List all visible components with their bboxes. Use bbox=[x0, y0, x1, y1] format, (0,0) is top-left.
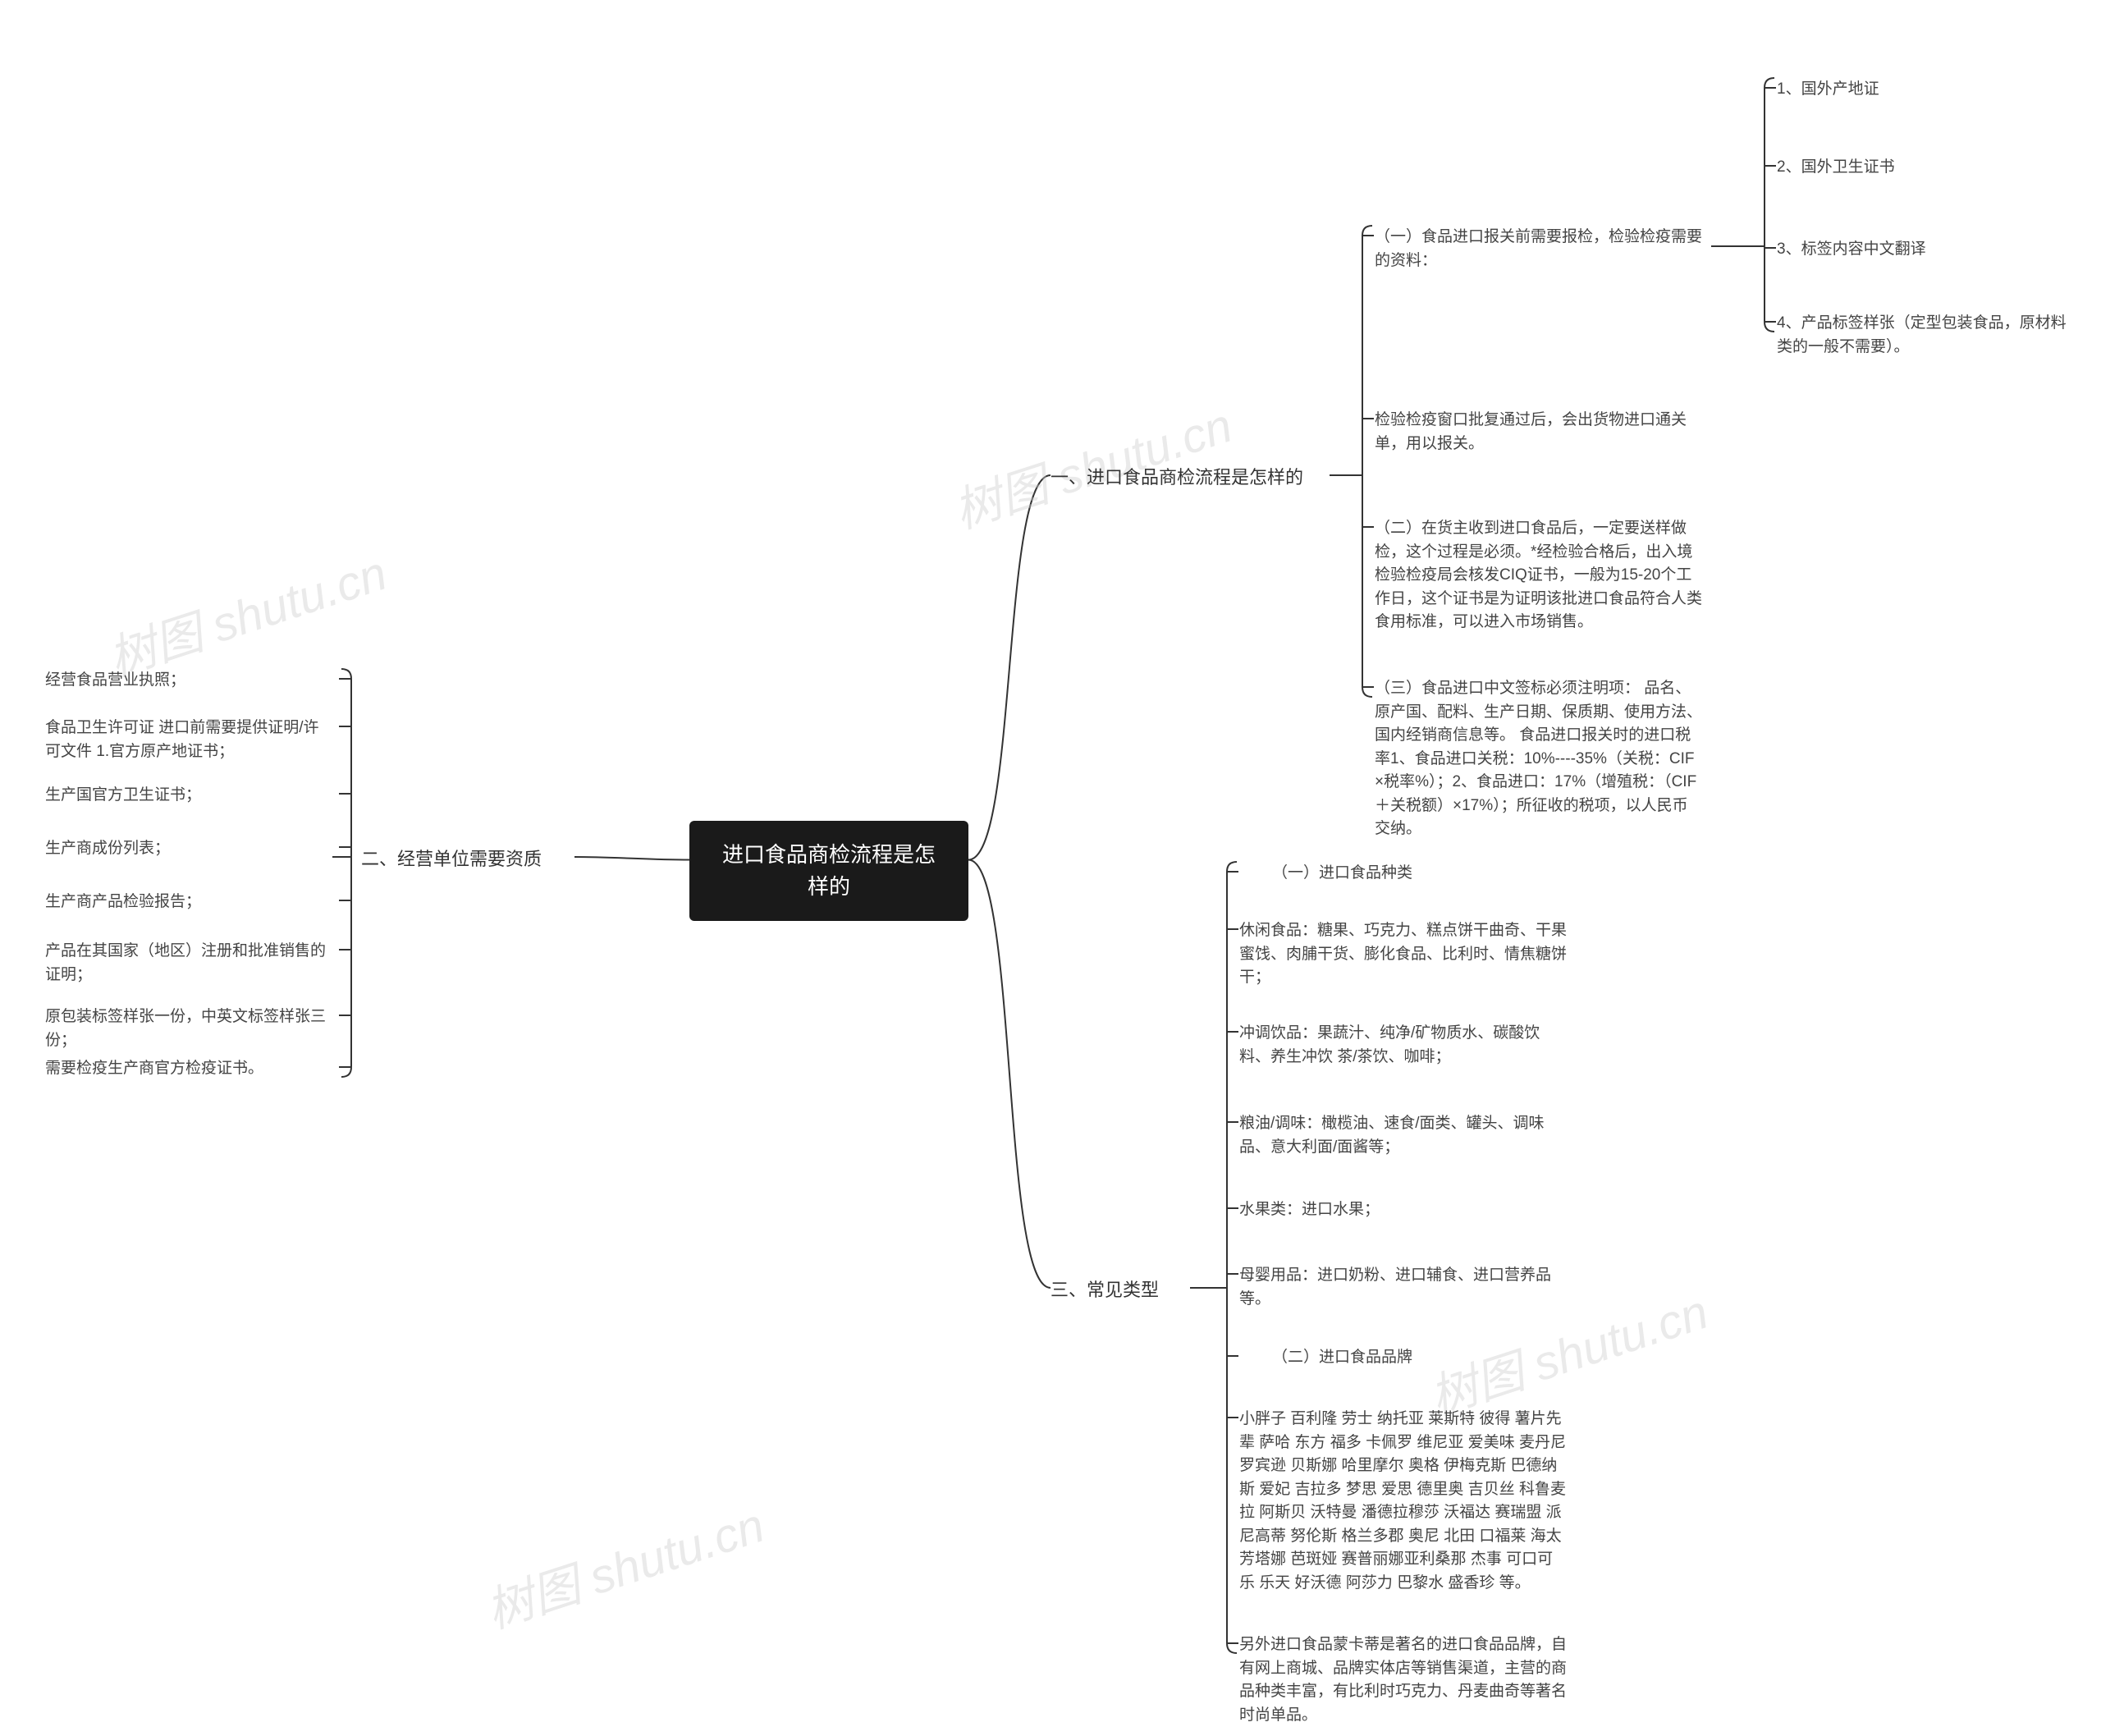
right-branch-1-child-1: 休闲食品：糖果、巧克力、糕点饼干曲奇、干果蜜饯、肉脯干货、膨化食品、比利时、情焦… bbox=[1239, 919, 1568, 990]
left-leaf-1: 食品卫生许可证 进口前需要提供证明/许可文件 1.官方原产地证书； bbox=[45, 717, 332, 763]
left-leaf-3: 生产商成份列表； bbox=[45, 837, 332, 861]
mindmap-canvas: 树图 shutu.cn 树图 shutu.cn 树图 shutu.cn 树图 s… bbox=[0, 0, 2101, 1736]
right-branch-1-child-2: 冲调饮品：果蔬汁、纯净/矿物质水、碳酸饮料、养生冲饮 茶/茶饮、咖啡； bbox=[1239, 1022, 1568, 1069]
left-leaf-5: 产品在其国家（地区）注册和批准销售的证明； bbox=[45, 940, 332, 987]
left-leaf-6: 原包装标签样张一份，中英文标签样张三份； bbox=[45, 1005, 332, 1052]
right-branch-1-child-0: （一）进口食品种类 bbox=[1272, 862, 1600, 886]
right-branch-1-title: 三、常见类型 bbox=[1050, 1276, 1182, 1303]
right-branch-0-child-0-grand-2: 3、标签内容中文翻译 bbox=[1777, 238, 2072, 262]
watermark-1: 树图 shutu.cn bbox=[98, 534, 394, 689]
right-branch-1-child-5: 母婴用品：进口奶粉、进口辅食、进口营养品等。 bbox=[1239, 1264, 1568, 1311]
right-branch-0-title: 一、进口食品商检流程是怎样的 bbox=[1050, 464, 1321, 491]
root-node: 进口食品商检流程是怎样的 bbox=[689, 821, 968, 921]
left-leaf-7: 需要检疫生产商官方检疫证书。 bbox=[45, 1057, 332, 1081]
watermark-3: 树图 shutu.cn bbox=[476, 1486, 771, 1641]
right-branch-0-child-1: 检验检疫窗口批复通过后，会出货物进口通关单，用以报关。 bbox=[1375, 409, 1703, 456]
right-branch-1-child-6: （二）进口食品品牌 bbox=[1272, 1346, 1600, 1370]
left-leaf-4: 生产商产品检验报告； bbox=[45, 891, 332, 914]
right-branch-1-child-4: 水果类：进口水果； bbox=[1239, 1198, 1568, 1222]
right-branch-1-child-7: 小胖子 百利隆 劳士 纳托亚 莱斯特 彼得 薯片先辈 萨哈 东方 福多 卡佩罗 … bbox=[1239, 1408, 1568, 1595]
right-branch-0-child-0: （一）食品进口报关前需要报检，检验检疫需要的资料： bbox=[1375, 226, 1703, 273]
right-branch-0-child-0-grand-0: 1、国外产地证 bbox=[1777, 78, 2072, 102]
right-branch-0-child-2: （二）在货主收到进口食品后，一定要送样做检，这个过程是必须。*经检验合格后，出入… bbox=[1375, 517, 1703, 634]
right-branch-0-child-3: （三）食品进口中文签标必须注明项： 品名、原产国、配料、生产日期、保质期、使用方… bbox=[1375, 677, 1703, 841]
right-branch-1-child-3: 粮油/调味：橄榄油、速食/面类、罐头、调味品、意大利面/面酱等； bbox=[1239, 1112, 1568, 1159]
right-branch-0-child-0-grand-1: 2、国外卫生证书 bbox=[1777, 156, 2072, 180]
left-leaf-2: 生产国官方卫生证书； bbox=[45, 784, 332, 808]
left-leaf-0: 经营食品营业执照； bbox=[45, 669, 332, 693]
branch-left-title: 二、经营单位需要资质 bbox=[361, 845, 574, 873]
right-branch-1-child-8: 另外进口食品蒙卡蒂是著名的进口食品品牌，自有网上商城、品牌实体店等销售渠道，主营… bbox=[1239, 1633, 1568, 1727]
right-branch-0-child-0-grand-3: 4、产品标签样张（定型包装食品，原材料类的一般不需要）。 bbox=[1777, 312, 2072, 359]
